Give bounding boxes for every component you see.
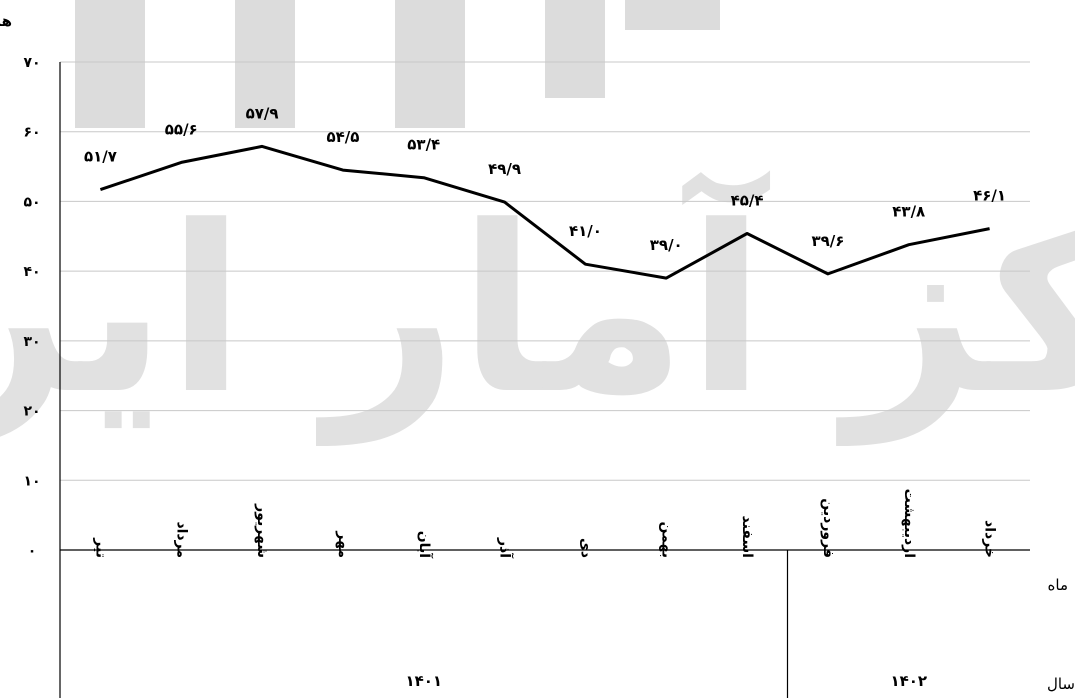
data-label: ۳۹/۶ [811, 232, 844, 250]
data-label: ۴۵/۴ [731, 191, 764, 209]
data-label: ۵۱/۷ [84, 148, 117, 166]
data-label: ۴۳/۸ [892, 203, 925, 221]
watermark: مرکز آمار ایران [0, 0, 1075, 446]
watermark-bar [625, 0, 720, 30]
y-tick-label: ۳۰ [23, 334, 40, 350]
y-tick-label: ۵۰ [23, 194, 40, 210]
month-label: فروردین [820, 498, 836, 558]
watermark-text: مرکز آمار ایران [0, 170, 1075, 446]
watermark-bar [395, 0, 465, 128]
data-labels: ۵۱/۷ ۵۵/۶ ۵۷/۹ ۵۴/۵ ۵۳/۴ ۴۹/۹ ۴۱/۰ ۳۹/۰ ۴۵/۴ ۳۹/۶… [84, 104, 1006, 254]
month-label: اسفند [739, 516, 755, 558]
y-unit-label: هزار تن [0, 12, 12, 30]
year-row-label: سال [1047, 675, 1075, 693]
month-label: آذر [497, 537, 515, 559]
month-labels: تیر مرداد شهریور مهر آبان آذر دی بهمن اسفند فرورد… [92, 489, 997, 560]
month-label: آبان [416, 531, 434, 559]
month-label: خرداد [982, 520, 998, 558]
year-labels: ۱۴۰۱ ۱۴۰۲ [405, 672, 927, 690]
y-tick-label: ۶۰ [23, 125, 40, 141]
y-tick-label: ۷۰ [23, 55, 40, 71]
month-label: تیر [92, 537, 108, 558]
month-label: دی [577, 538, 593, 558]
month-label: شهریور [254, 503, 270, 558]
watermark-bar [75, 0, 145, 128]
year-label: ۱۴۰۲ [890, 672, 927, 690]
data-label: ۴۱/۰ [569, 222, 602, 240]
month-label: مهر [335, 530, 351, 558]
data-label: ۵۴/۵ [326, 128, 359, 146]
data-label: ۵۳/۴ [407, 136, 440, 154]
month-label: مرداد [173, 521, 189, 558]
series-line [99, 144, 990, 280]
grid [60, 61, 1030, 481]
axes: ۰ ۱۰ ۲۰ ۳۰ ۴۰ ۵۰ ۶۰ ۷۰ [23, 55, 1030, 698]
y-tick-label: ۱۰ [23, 473, 40, 489]
y-tick-label: ۴۰ [23, 264, 40, 280]
data-label: ۴۹/۹ [488, 160, 521, 178]
watermark-bar [545, 0, 605, 98]
watermark-bar [235, 0, 295, 128]
data-label: ۵۵/۶ [165, 120, 198, 138]
month-label: اردیبهشت [901, 489, 917, 558]
data-label: ۴۶/۱ [973, 187, 1006, 205]
y-tick-label: ۲۰ [23, 404, 40, 420]
year-label: ۱۴۰۱ [405, 672, 442, 690]
data-label: ۵۷/۹ [246, 104, 279, 122]
y-tick-label: ۰ [28, 543, 37, 559]
month-row-label: ماه [1048, 576, 1068, 594]
month-label: بهمن [658, 522, 674, 558]
data-label: ۳۹/۰ [650, 236, 683, 254]
